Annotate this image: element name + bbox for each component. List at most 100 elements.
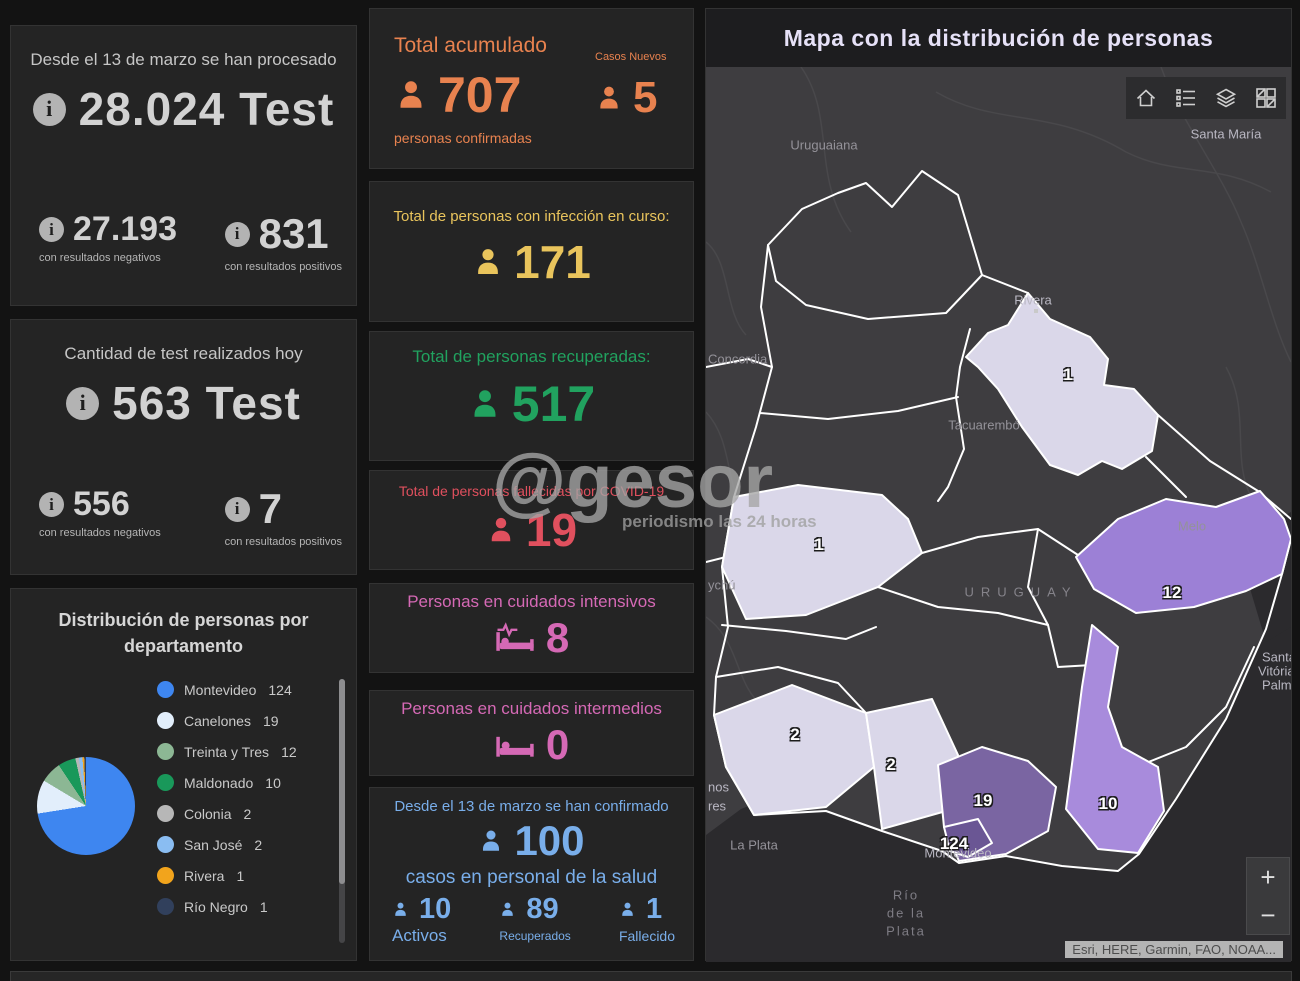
map-panel: Mapa con la distribución de personas	[705, 8, 1292, 962]
legend-item[interactable]: Maldonado 10	[157, 774, 337, 791]
processed-title: Desde el 13 de marzo se han procesado	[30, 50, 337, 69]
staff-deceased-value: 1	[645, 893, 663, 925]
dept-treinta-y-tres	[1075, 490, 1291, 614]
legend-item[interactable]: San José 2	[157, 836, 337, 853]
next-panel-edge	[10, 971, 1292, 981]
uruguay-map[interactable]: 1 1 12 2 2 19 124 10 Uruguaiana Santa Ma…	[706, 67, 1291, 962]
person-icon	[392, 901, 409, 918]
label-santa-vitoria-1: Santa	[1262, 649, 1291, 665]
intermediate-title: Personas en cuidados intermedios	[401, 699, 662, 718]
today-tests-panel: Cantidad de test realizados hoy 563 Test…	[10, 319, 357, 575]
legend-item[interactable]: Río Negro 1	[157, 898, 337, 915]
today-title: Cantidad de test realizados hoy	[64, 344, 303, 363]
dept-maldonado	[1065, 624, 1165, 854]
recovered-value: 517	[511, 376, 596, 432]
zoom-in-button[interactable]: +	[1260, 861, 1276, 892]
label-buenos-aires-2: res	[708, 798, 727, 814]
map-title: Mapa con la distribución de personas	[783, 24, 1214, 51]
legend-value: 124	[268, 681, 292, 698]
legend-item[interactable]: Montevideo 124	[157, 681, 337, 698]
negatives-value: 27.193	[73, 210, 177, 248]
info-icon[interactable]	[224, 221, 250, 247]
map-attribution: Esri, HERE, Garmin, FAO, NOAA...	[1065, 941, 1283, 958]
dept-colonia	[713, 684, 875, 816]
marker-treinta-y-tres[interactable]: 12	[1162, 583, 1182, 602]
health-staff-subtitle: casos en personal de la salud	[405, 867, 658, 888]
legend-item[interactable]: Treinta y Tres 12	[157, 743, 337, 760]
marker-canelones[interactable]: 19	[973, 791, 993, 810]
legend-item[interactable]: Canelones 19	[157, 712, 337, 729]
legend-label: Río Negro	[184, 898, 248, 915]
negatives-stat: 27.193 con resultados negativos	[39, 210, 177, 273]
today-total: 563 Test	[112, 377, 301, 429]
legend-color-dot	[157, 712, 174, 729]
legend-item[interactable]: Colonia 2	[157, 805, 337, 822]
accumulated-title: Total acumulado	[394, 34, 547, 57]
scrollbar-thumb[interactable]	[339, 679, 345, 884]
person-icon	[394, 78, 428, 112]
zoom-widget: + −	[1246, 857, 1290, 935]
new-cases-value: 5	[633, 73, 658, 122]
legend-label: Colonia	[184, 805, 232, 822]
info-icon[interactable]	[39, 217, 64, 242]
marker-montevideo[interactable]: 124	[939, 834, 969, 853]
legend-value: 1	[236, 867, 245, 884]
deceased-panel: Total de personas fallecidas por COVID-1…	[369, 470, 694, 570]
legend-color-dot	[157, 805, 174, 822]
uruguay-map-canvas[interactable]	[706, 67, 1291, 962]
icu-value: 8	[545, 614, 570, 661]
staff-deceased-stat: 1 Fallecido	[619, 893, 675, 946]
icu-panel: Personas en cuidados intensivos 8	[369, 583, 694, 673]
info-icon[interactable]	[66, 386, 100, 420]
label-rio-de-la-plata-1: Río	[892, 887, 920, 903]
legend-scrollbar[interactable]	[339, 679, 345, 943]
accumulated-panel: Total acumulado 707 personas confirmadas…	[369, 8, 694, 169]
staff-active-label: Activos	[392, 926, 447, 945]
info-icon[interactable]	[39, 492, 64, 517]
legend-button[interactable]	[1166, 77, 1206, 119]
accumulated-value: 707	[438, 67, 522, 123]
dept-rivera	[965, 292, 1159, 476]
negatives-label: con resultados negativos	[39, 527, 161, 539]
intermediate-care-panel: Personas en cuidados intermedios 0	[369, 690, 694, 776]
marker-san-jose[interactable]: 2	[886, 755, 896, 774]
zoom-out-button[interactable]: −	[1260, 899, 1276, 930]
label-uruguay: URUGUAY	[964, 584, 1078, 600]
positives-stat: 831 con resultados positivos	[224, 210, 342, 273]
pie-chart[interactable]	[37, 757, 135, 855]
label-santa-vitoria-3: Palm	[1262, 677, 1291, 693]
home-button[interactable]	[1126, 77, 1166, 119]
distribution-panel: Distribución de personas por departament…	[10, 588, 357, 961]
pie-legend: Montevideo 124 Canelones 19 Treinta y Tr…	[157, 681, 337, 915]
info-icon[interactable]	[32, 92, 66, 126]
person-icon	[486, 515, 516, 545]
label-santa-vitoria-2: Vitória	[1258, 663, 1291, 679]
basemap-button[interactable]	[1246, 77, 1286, 119]
person-icon	[595, 84, 623, 112]
marker-rivera[interactable]: 1	[1063, 365, 1073, 384]
label-uruguaiana: Uruguaiana	[790, 137, 858, 153]
active-cases-value: 171	[514, 236, 591, 288]
processed-tests-panel: Desde el 13 de marzo se han procesado 28…	[10, 25, 357, 306]
marker-colonia[interactable]: 2	[790, 725, 800, 744]
legend-item[interactable]: Rivera 1	[157, 867, 337, 884]
active-cases-panel: Total de personas con infección en curso…	[369, 181, 694, 322]
legend-label: Rivera	[184, 867, 225, 884]
department-borders	[706, 170, 1291, 872]
legend-value: 1	[259, 898, 268, 915]
label-buenos-aires-1: nos	[708, 779, 729, 795]
layers-button[interactable]	[1206, 77, 1246, 119]
legend-color-dot	[157, 867, 174, 884]
new-cases-label: Casos Nuevos	[595, 51, 667, 63]
dept-montevideo	[943, 818, 993, 858]
active-cases-title: Total de personas con infección en curso…	[393, 208, 670, 225]
marker-rio-negro[interactable]: 1	[814, 535, 824, 554]
info-icon[interactable]	[224, 496, 250, 522]
highlighted-departments[interactable]	[713, 292, 1291, 862]
positives-label: con resultados positivos	[224, 536, 342, 548]
marker-maldonado[interactable]: 10	[1098, 794, 1118, 813]
legend-label: Canelones	[184, 712, 251, 729]
person-icon	[472, 246, 504, 278]
staff-recovered-stat: 89 Recuperados	[499, 893, 570, 946]
person-icon	[478, 828, 504, 854]
